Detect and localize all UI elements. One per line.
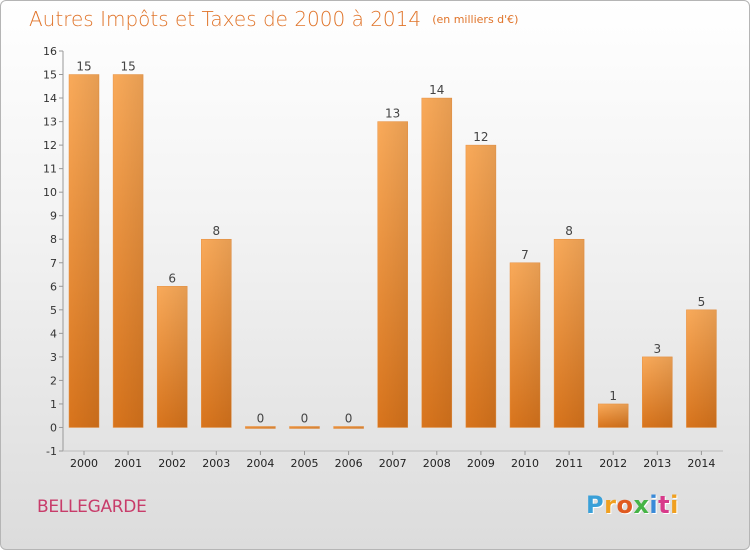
bar-value-label: 1 <box>609 389 617 403</box>
bar-value-label: 8 <box>565 224 573 238</box>
bar-shade <box>113 74 144 428</box>
logo-letter: i <box>670 491 679 519</box>
x-tick-label: 2003 <box>202 457 230 470</box>
bar-value-label: 7 <box>521 248 529 262</box>
x-tick-label: 2000 <box>70 457 98 470</box>
label-layer: 1520001520016200282003020040200502006132… <box>70 60 715 470</box>
bar-shade <box>157 286 188 428</box>
x-tick-label: 2002 <box>158 457 186 470</box>
y-tick-label: 11 <box>43 163 57 176</box>
x-tick-label: 2005 <box>291 457 319 470</box>
bar-value-label: 13 <box>385 107 400 121</box>
logo-letter: t <box>658 491 671 519</box>
bar-value-label: 15 <box>120 60 135 74</box>
y-tick-label: -1 <box>46 445 57 458</box>
y-tick-label: 7 <box>50 257 57 270</box>
bar-value-label: 0 <box>345 411 353 425</box>
bar-value-label: 12 <box>473 130 488 144</box>
bar-shade <box>510 262 540 428</box>
chart-unit: (en milliers d'€) <box>432 13 519 26</box>
y-tick-label: 3 <box>50 351 57 364</box>
x-tick-label: 2010 <box>511 457 539 470</box>
x-tick-label: 2007 <box>379 457 407 470</box>
y-tick-label: 12 <box>43 139 57 152</box>
chart-title: Autres Impôts et Taxes de 2000 à 2014 <box>29 7 422 31</box>
bar-shade <box>686 309 717 428</box>
commune-name: BELLEGARDE <box>37 497 147 517</box>
x-tick-label: 2014 <box>687 457 715 470</box>
x-tick-label: 2006 <box>335 457 363 470</box>
y-tick-label: 9 <box>50 210 57 223</box>
bar-shade <box>554 239 585 428</box>
bar-shade <box>598 403 629 428</box>
y-tick-label: 1 <box>50 398 57 411</box>
proxiti-logo: Proxiti <box>586 491 679 519</box>
bar-shade <box>245 426 276 429</box>
x-tick-label: 2013 <box>643 457 671 470</box>
bar-shade <box>421 98 452 428</box>
y-tick-label: 13 <box>43 116 57 129</box>
y-tick-label: 15 <box>43 69 57 82</box>
bar-layer <box>68 74 717 429</box>
bar-value-label: 6 <box>168 271 176 285</box>
bar-shade <box>69 74 99 428</box>
y-tick-label: 6 <box>50 280 57 293</box>
y-tick-label: 0 <box>50 421 57 434</box>
y-tick-label: 10 <box>43 186 57 199</box>
bar-shade <box>642 356 673 428</box>
y-tick-label: 14 <box>43 92 57 105</box>
bar-shade <box>289 426 320 429</box>
bar-shade <box>201 239 232 428</box>
bar-value-label: 15 <box>76 60 91 74</box>
bar-shade <box>377 121 408 428</box>
bar-value-label: 5 <box>698 295 706 309</box>
logo-letter: x <box>633 491 650 519</box>
x-tick-label: 2012 <box>599 457 627 470</box>
x-tick-label: 2008 <box>423 457 451 470</box>
bar-shade <box>333 426 364 429</box>
x-tick-label: 2001 <box>114 457 142 470</box>
x-tick-label: 2011 <box>555 457 583 470</box>
logo-letter: i <box>649 491 659 519</box>
chart-title-block: Autres Impôts et Taxes de 2000 à 2014 (e… <box>29 7 518 31</box>
bar-value-label: 3 <box>653 342 661 356</box>
bar-value-label: 0 <box>257 411 265 425</box>
logo-letter: r <box>604 491 617 519</box>
bar-value-label: 8 <box>212 224 220 238</box>
bar-value-label: 14 <box>429 83 444 97</box>
y-tick-label: 16 <box>43 45 57 58</box>
bar-value-label: 0 <box>301 411 309 425</box>
y-tick-label: 5 <box>50 304 57 317</box>
y-tick-label: 8 <box>50 233 57 246</box>
logo-letter: P <box>586 491 605 519</box>
x-tick-label: 2009 <box>467 457 495 470</box>
y-tick-label: 4 <box>50 327 57 340</box>
x-tick-label: 2004 <box>246 457 274 470</box>
y-tick-label: 2 <box>50 374 57 387</box>
logo-letter: o <box>616 491 634 519</box>
bar-shade <box>465 145 496 428</box>
